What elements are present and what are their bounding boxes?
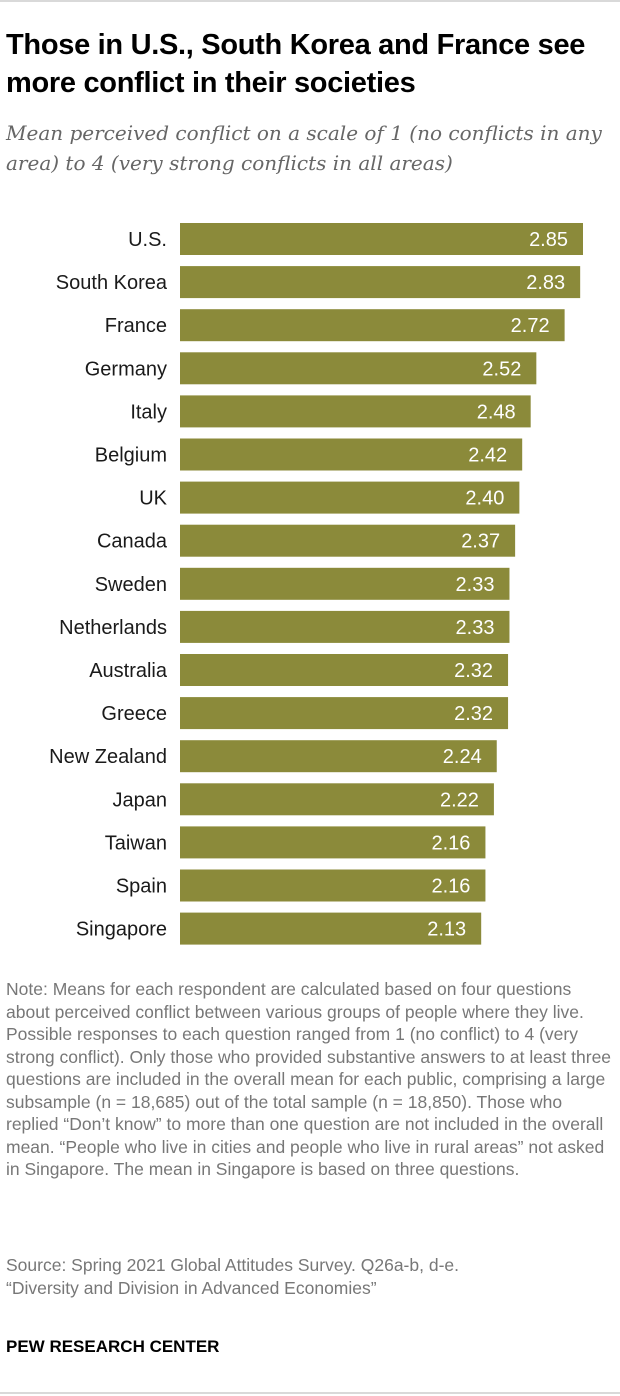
category-label: Italy [130,401,167,423]
category-label: Belgium [95,445,167,467]
value-label: 2.13 [427,919,466,941]
value-label: 2.16 [431,832,470,854]
brand-logo-text: PEW RESEARCH CENTER [6,1337,220,1356]
bar-chart: U.S. 2.85 South Korea 2.83 France 2.72 Germany… [49,223,583,945]
bar-taiwan [180,826,486,859]
category-label: U.S. [128,229,167,251]
category-label: South Korea [56,272,168,294]
value-label: 2.37 [461,531,500,553]
bar-australia [180,654,509,686]
category-label: Spain [116,876,167,898]
bar-france [180,309,565,342]
category-label: Canada [97,531,168,553]
category-label: Sweden [95,574,167,596]
bottom-rule [0,1392,620,1394]
value-label: 2.32 [454,703,493,725]
value-label: 2.24 [443,746,482,768]
bar-new-zealand [180,740,497,773]
bar-sweden [180,567,510,600]
value-label: 2.85 [529,229,568,251]
value-label: 2.32 [454,660,493,682]
category-label: Australia [89,660,168,682]
value-label: 2.33 [456,574,495,596]
category-label: UK [139,488,167,510]
bar-uk [180,481,520,514]
bar-canada [180,524,516,557]
value-label: 2.40 [465,488,504,510]
chart-subtitle: Mean perceived conflict on a scale of 1 … [6,121,602,175]
value-label: 2.33 [456,617,495,639]
value-label: 2.52 [482,358,521,380]
chart-source: Source: Spring 2021 Global Attitudes Sur… [6,1254,616,1299]
value-label: 2.16 [431,876,470,898]
bar-germany [180,352,537,385]
category-label: Singapore [76,919,167,941]
top-rule [0,0,620,2]
value-label: 2.22 [440,789,479,811]
category-label: France [105,315,167,337]
bar-spain [180,869,486,902]
bar-japan [180,783,494,816]
category-label: Taiwan [105,832,167,854]
value-label: 2.83 [526,272,565,294]
bar-u-s [180,223,583,255]
chart-note: Note: Means for each respondent are calc… [6,979,612,1179]
value-label: 2.72 [511,315,550,337]
bar-singapore [180,912,482,945]
bar-south-korea [180,266,581,299]
value-label: 2.42 [468,445,507,467]
bar-italy [180,395,531,428]
bar-belgium [180,438,523,471]
value-label: 2.48 [477,401,516,423]
source-line-2: “Diversity and Division in Advanced Econ… [6,1277,377,1298]
category-label: Netherlands [59,617,167,639]
category-label: Greece [101,703,167,725]
category-label: New Zealand [49,746,167,768]
source-line-1: Source: Spring 2021 Global Attitudes Sur… [6,1255,459,1275]
bar-netherlands [180,610,510,643]
category-label: Germany [85,358,167,380]
bar-greece [180,697,509,730]
category-label: Japan [113,789,168,811]
chart-title: Those in U.S., South Korea and France se… [6,29,586,99]
